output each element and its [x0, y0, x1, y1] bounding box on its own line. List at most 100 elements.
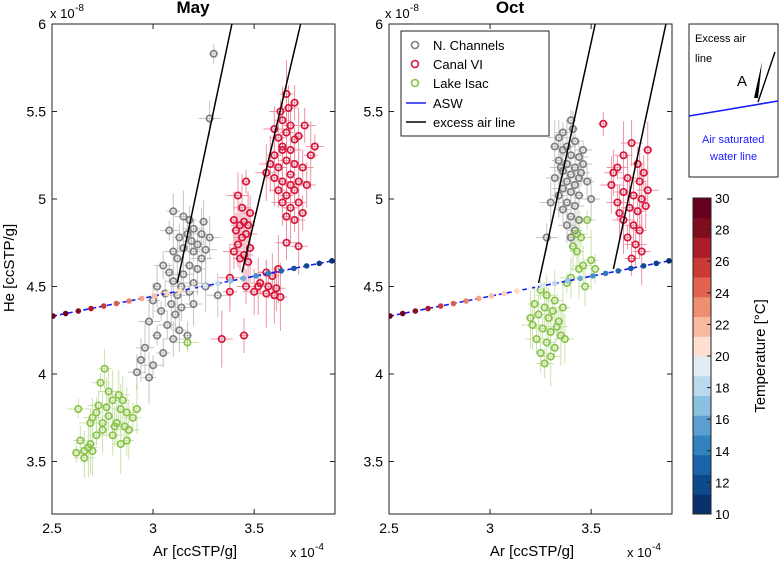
may-point-lake-isac [92, 408, 101, 417]
colorbar-segment [693, 356, 711, 377]
may-point-canal-vi [237, 233, 247, 242]
oct-asw-temperature-dot [539, 283, 545, 289]
oct-x-tick-label: 3.5 [581, 520, 601, 536]
oct-point-canal-vi [629, 221, 638, 230]
may-point-canal-vi [246, 243, 255, 253]
may-point-lake-isac [80, 446, 89, 456]
colorbar-segment [693, 454, 711, 475]
oct-point-n-channels [570, 163, 580, 172]
oct-point-lake-isac [560, 334, 569, 344]
oct-point-lake-isac [536, 348, 545, 358]
may-point-canal-vi [290, 98, 299, 107]
may-point-n-channels [132, 368, 141, 377]
may-asw-temperature-dot [215, 280, 221, 287]
may-point-canal-vi [217, 334, 226, 344]
may-point-canal-vi [298, 163, 307, 172]
inset-excess-air-line [757, 51, 776, 103]
inset-box [688, 23, 779, 178]
may-point-n-channels [169, 334, 178, 344]
may-point-canal-vi [298, 208, 307, 218]
may-ticks: 2.5 3 3.5 3.5 4 4.5 5 5.5 6 [27, 16, 335, 536]
may-point-canal-vi [286, 145, 295, 155]
may-point-n-channels [193, 240, 202, 249]
may-point-lake-isac [104, 411, 113, 421]
may-point-n-channels [185, 261, 194, 270]
may-asw-temperature-dot [164, 290, 170, 297]
may-asw-temperature-dot [240, 275, 247, 282]
may-point-n-channels [201, 245, 210, 254]
oct-point-canal-vi [613, 163, 622, 172]
svg-text:Canal VI: Canal VI [433, 57, 483, 72]
oct-point-lake-isac [579, 261, 588, 270]
oct-point-canal-vi [639, 168, 648, 177]
svg-text:x 10: x 10 [50, 6, 75, 21]
may-point-n-channels [157, 306, 166, 316]
oct-point-canal-vi [637, 247, 646, 256]
may-point-canal-vi [282, 128, 291, 137]
may-xlabel: Ar [ccSTP/g] [153, 543, 237, 560]
may-point-n-channels [193, 264, 202, 274]
may-point-lake-isac [118, 396, 127, 405]
may-point-lake-isac [116, 404, 125, 414]
oct-point-n-channels [550, 142, 559, 151]
oct-point-canal-vi [615, 208, 624, 218]
oct-asw-temperature-dot [615, 268, 622, 274]
may-point-canal-vi [244, 221, 253, 230]
oct-asw-temperature-dot [590, 273, 596, 279]
oct-point-n-channels [558, 128, 567, 137]
oct-marks [389, 24, 672, 387]
oct-point-canal-vi [609, 168, 618, 177]
may-point-canal-vi [294, 198, 303, 207]
oct-asw-temperature-dot [412, 308, 419, 314]
may-asw-temperature-dot [265, 270, 272, 277]
oct-point-n-channels [579, 159, 588, 169]
may-point-canal-vi [286, 203, 295, 212]
oct-series-canal-vi [598, 111, 659, 286]
colorbar-segment [693, 316, 711, 337]
may-point-lake-isac [76, 436, 85, 445]
oct-point-n-channels [562, 198, 571, 207]
oct-point-canal-vi [643, 145, 652, 155]
may-point-n-channels [167, 299, 176, 309]
legend-item-n-channels: N. Channels [410, 38, 505, 53]
may-point-canal-vi [274, 186, 283, 195]
may-point-lake-isac [96, 378, 105, 387]
legend-item-asw: ASW [406, 96, 463, 111]
oct-point-canal-vi [635, 177, 644, 186]
may-point-lake-isac [72, 448, 81, 457]
oct-point-n-channels [554, 133, 563, 142]
may-point-canal-vi [276, 292, 285, 302]
may-series-canal-vi [210, 60, 324, 368]
oct-xlabel: Ar [ccSTP/g] [490, 543, 574, 560]
may-point-canal-vi [233, 240, 243, 249]
may-point-n-channels [169, 247, 178, 256]
may-y-exponent: x 10 -8 [50, 3, 84, 21]
oct-point-lake-isac [581, 282, 590, 291]
may-point-n-channels [153, 282, 162, 291]
colorbar-segment [693, 217, 711, 238]
oct-asw-temperature-dot [666, 258, 672, 264]
oct-point-lake-isac [550, 343, 559, 352]
may-point-n-channels [159, 261, 168, 270]
may-point-canal-vi [278, 177, 287, 186]
may-x-tick-label: 3 [149, 520, 157, 536]
may-y-tick-label: 3.5 [27, 454, 47, 470]
may-asw-temperature-dot [278, 268, 285, 274]
may-point-canal-vi [294, 177, 303, 186]
colorbar-segment [693, 474, 711, 495]
oct-asw-temperature-dot [577, 275, 584, 282]
may-point-n-channels [209, 49, 218, 58]
may-point-lake-isac [124, 425, 133, 435]
colorbar-segment [693, 257, 711, 278]
colorbar-segment [693, 375, 711, 396]
may-point-lake-isac [108, 431, 117, 440]
oct-point-n-channels [570, 137, 580, 146]
legend-marker-canal-vi [410, 59, 420, 69]
oct-asw-temperature-dot [450, 300, 457, 307]
may-excess-air-line-1 [176, 24, 233, 284]
may-point-canal-vi [282, 89, 291, 99]
may-point-canal-vi [282, 156, 291, 165]
may-point-canal-vi [290, 186, 299, 195]
oct-point-n-channels [583, 177, 592, 186]
oct-point-n-channels [566, 187, 575, 197]
